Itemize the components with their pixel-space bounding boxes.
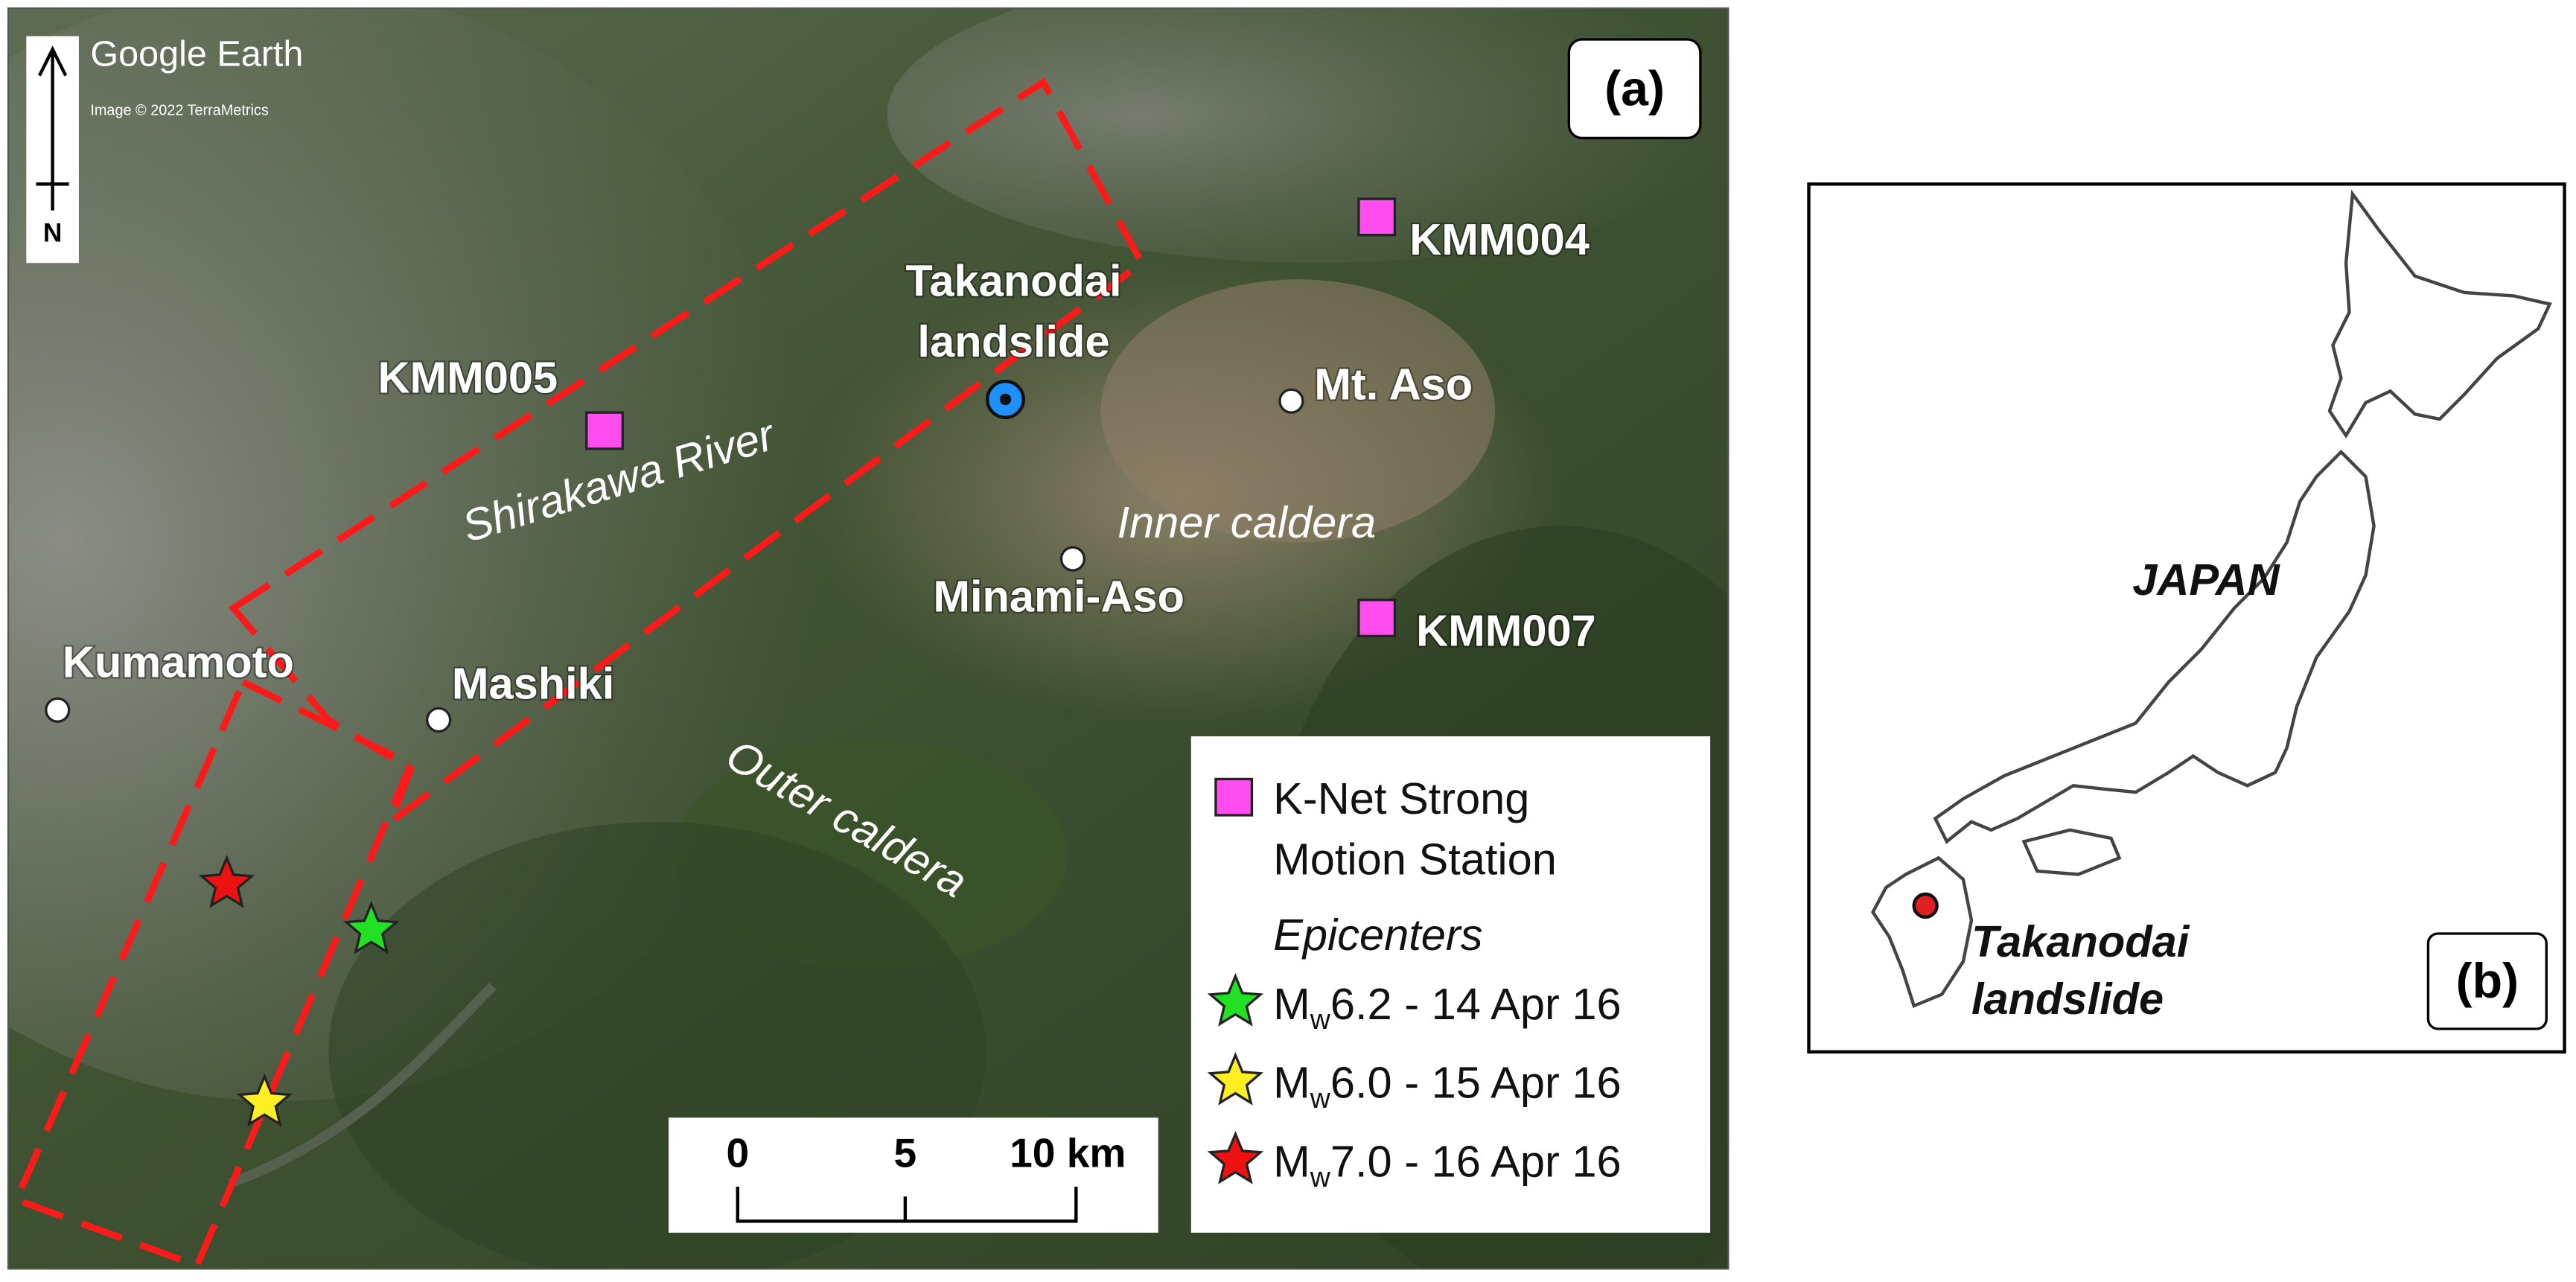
panel-label: (b) <box>2456 954 2519 1009</box>
north-arrow-head <box>37 45 68 77</box>
legend-subscript: w <box>1310 1004 1331 1035</box>
station-label: KMM007 <box>1416 606 1596 656</box>
honshu-outline <box>1933 449 2376 844</box>
legend-label: Mw6.2 - 14 Apr 16 <box>1273 979 1621 1035</box>
inset-panel: JAPAN Takanodai landslide (b) <box>1807 182 2566 1054</box>
legend-symbol: M <box>1273 979 1310 1029</box>
legend-text: 7.0 - 16 Apr 16 <box>1330 1137 1622 1187</box>
place-marker <box>45 697 71 723</box>
place-marker <box>1059 546 1086 572</box>
north-label: N <box>43 219 62 248</box>
place-label: Mashiki <box>452 658 614 708</box>
station-marker <box>1357 599 1397 638</box>
north-arrow: N <box>26 36 79 264</box>
inset-landslide-label: landslide <box>1971 974 2164 1024</box>
legend-label: Motion Station <box>1273 834 1557 884</box>
hokkaido-outline <box>2327 189 2552 439</box>
panel-label-box <box>2426 932 2548 1030</box>
scale-label: 0 <box>726 1129 749 1176</box>
legend-subscript: w <box>1310 1161 1331 1193</box>
landslide-marker-center <box>999 393 1012 406</box>
legend-box <box>1190 736 1711 1233</box>
place-label: Mt. Aso <box>1314 359 1473 409</box>
scale-bar: 0 5 10 km <box>669 1117 1158 1233</box>
legend-subscript: w <box>1310 1082 1331 1114</box>
urban-area <box>887 8 1729 264</box>
study-zone <box>228 77 1147 832</box>
country-label: JAPAN <box>2132 555 2280 605</box>
map-frame <box>7 7 1729 1270</box>
caldera-label: Inner caldera <box>1118 497 1377 547</box>
legend-text: 6.2 - 14 Apr 16 <box>1330 979 1622 1029</box>
river <box>228 982 497 1188</box>
landslide-label: landslide <box>917 316 1109 366</box>
panel-label-box <box>1567 38 1702 140</box>
place-marker <box>1278 388 1304 414</box>
epicenter-marker <box>236 1073 293 1127</box>
epicenter-marker <box>343 900 400 954</box>
legend-label: Mw7.0 - 16 Apr 16 <box>1273 1137 1621 1193</box>
legend-label: K-Net Strong <box>1273 774 1529 823</box>
map-panel: N Google Earth Image © 2022 TerraMetrics… <box>8 8 1729 1269</box>
inset-landslide-marker <box>1912 892 1939 919</box>
legend-star <box>1207 1052 1264 1106</box>
station-label: KMM005 <box>378 353 558 403</box>
epicenter-marker <box>198 855 255 908</box>
scale-label: 5 <box>894 1129 917 1176</box>
legend-symbol: M <box>1273 1137 1310 1187</box>
legend-symbol: M <box>1273 1058 1310 1108</box>
place-label: Minami-Aso <box>933 571 1185 621</box>
station-label: KMM004 <box>1409 214 1590 264</box>
place-marker <box>426 707 452 733</box>
landslide-label: Takanodai <box>905 255 1121 305</box>
legend-star <box>1207 1130 1264 1184</box>
legend-star <box>1207 973 1264 1027</box>
place-label: Kumamoto <box>63 637 294 687</box>
inset-landslide-label: Takanodai <box>1971 916 2190 966</box>
shikoku-outline <box>2021 828 2122 876</box>
panel-label: (a) <box>1604 61 1665 116</box>
station-marker <box>585 411 624 450</box>
kyushu-outline <box>1870 855 1974 1009</box>
scale-label: 10 km <box>1010 1129 1126 1176</box>
station-marker <box>1357 197 1397 237</box>
legend: K-Net Strong Motion Station Epicenters M… <box>1190 736 1711 1233</box>
legend-heading: Epicenters <box>1273 910 1482 960</box>
legend-station-marker <box>1214 777 1254 817</box>
watermark: Google Earth <box>90 34 303 74</box>
legend-text: 6.0 - 15 Apr 16 <box>1330 1058 1622 1108</box>
legend-label: Mw6.0 - 15 Apr 16 <box>1273 1058 1621 1114</box>
image-credit: Image © 2022 TerraMetrics <box>90 103 268 119</box>
